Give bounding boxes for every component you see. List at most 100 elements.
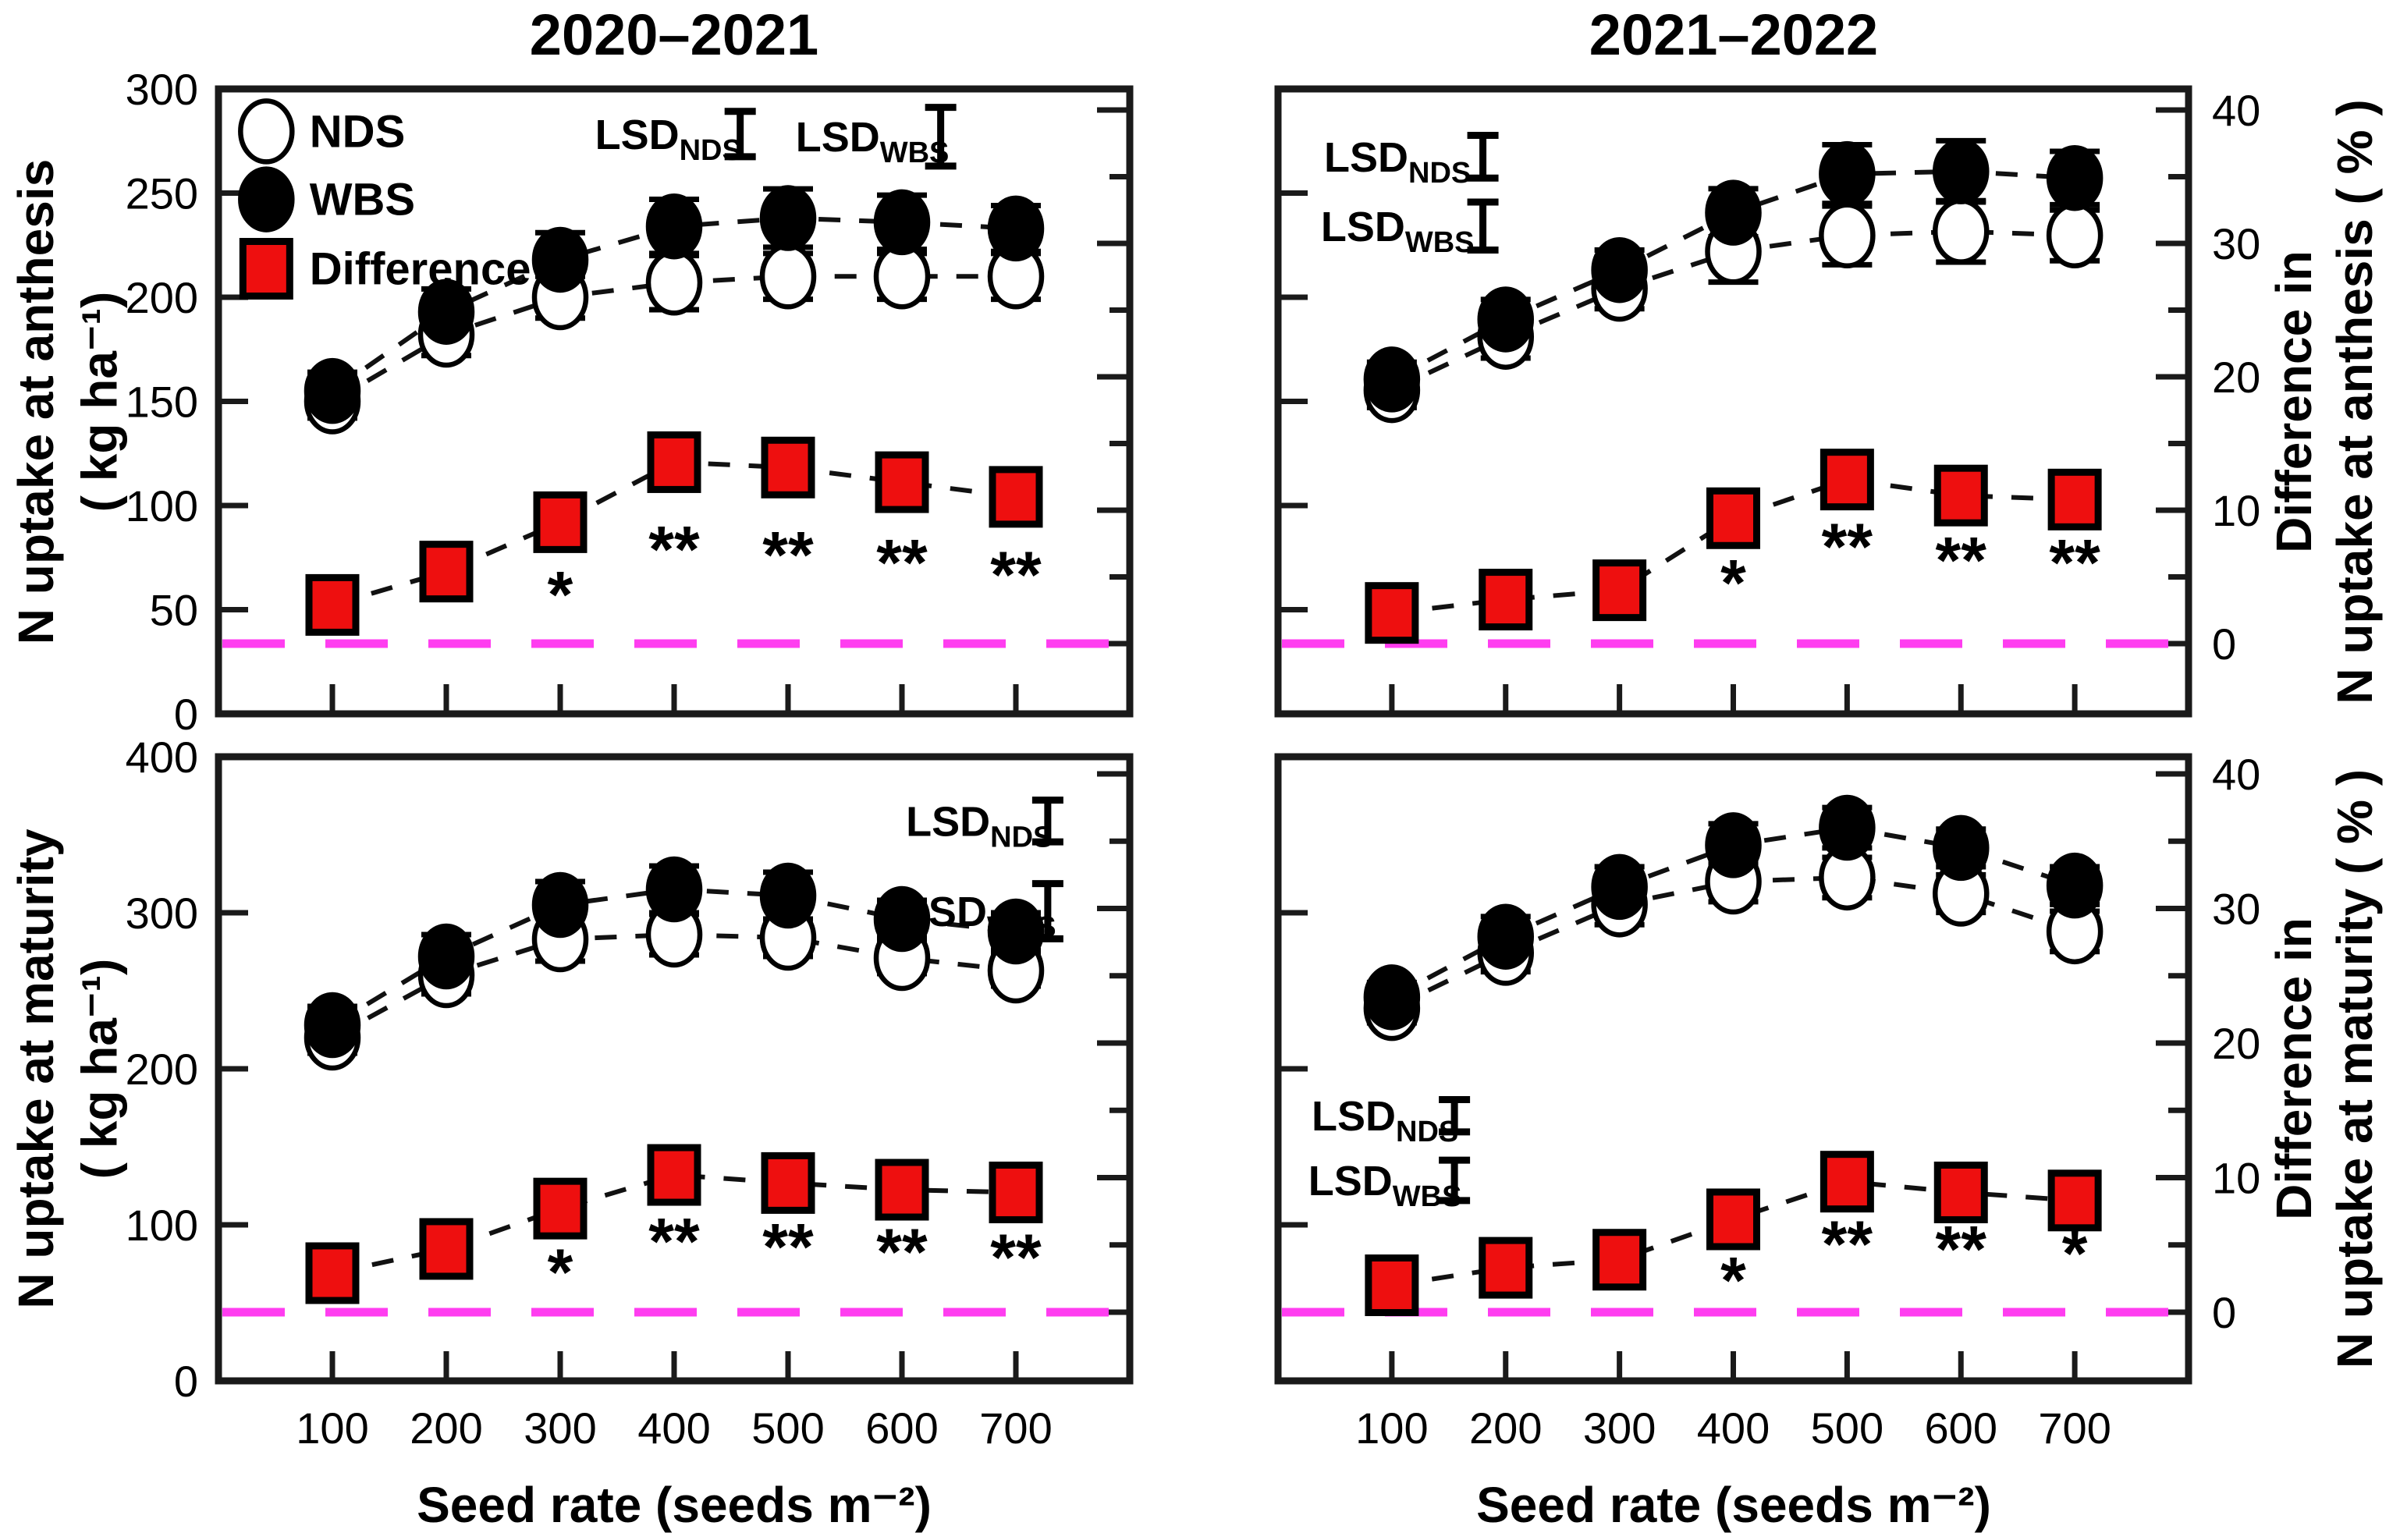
lsd-label-nds: LSDNDS: [1312, 1093, 1458, 1148]
right-axis-title-anthesis-line2: N uptake at anthesis ( % ): [2327, 99, 2383, 704]
difference-point: [305, 573, 360, 636]
x-tick-label: 600: [865, 1403, 938, 1453]
nds-point: [1819, 202, 1876, 268]
difference-point: [1365, 582, 1419, 644]
wbs-point: [1363, 964, 1421, 1031]
wbs-point: [1477, 903, 1534, 970]
x-tick-label: 100: [1355, 1403, 1428, 1453]
x-tick-label: 100: [296, 1403, 368, 1453]
wbs-point: [1705, 179, 1762, 246]
legend-label-wbs: WBS: [310, 175, 415, 225]
legend-marker-nds: [238, 98, 295, 165]
x-tick-label: 400: [637, 1403, 710, 1453]
difference-point: [1933, 1161, 1988, 1223]
significance-mark: **: [876, 1215, 928, 1289]
difference-point: [989, 1161, 1043, 1223]
x-tick-label: 400: [1697, 1403, 1770, 1453]
significance-mark: **: [1936, 1212, 1987, 1286]
x-tick-label: 200: [1469, 1403, 1542, 1453]
kg-tick-label: 150: [126, 378, 198, 427]
wbs-point: [1933, 138, 1990, 204]
significance-mark: *: [1720, 1244, 1746, 1317]
kg-tick-label: 400: [126, 733, 198, 782]
wbs-point: [645, 856, 703, 923]
nds-point: [1933, 198, 1990, 264]
wbs-point: [645, 193, 703, 260]
kg-tick-label: 100: [126, 481, 198, 530]
difference-point: [533, 491, 588, 553]
pct-tick-label: 10: [2212, 486, 2260, 535]
difference-point: [419, 541, 474, 603]
kg-tick-label: 300: [126, 889, 198, 938]
legend-marker-difference: [239, 237, 293, 300]
pct-tick-label: 40: [2212, 750, 2260, 799]
wbs-point: [1819, 794, 1876, 861]
significance-mark: **: [990, 1221, 1042, 1294]
y-axis-unit-anthesis: ( kg ha⁻¹): [71, 291, 128, 513]
x-tick-label: 300: [1583, 1403, 1656, 1453]
difference-point: [419, 1218, 474, 1280]
difference-point: [647, 431, 701, 493]
difference-point: [647, 1144, 701, 1206]
wbs-point: [1819, 140, 1876, 208]
wbs-point: [1591, 853, 1648, 921]
nds-point: [759, 243, 817, 310]
nds-point: [2046, 202, 2104, 268]
difference-point: [1592, 559, 1647, 622]
difference-point: [1592, 1229, 1647, 1291]
wbs-point: [2046, 144, 2104, 211]
kg-tick-label: 50: [150, 586, 198, 635]
significance-mark: **: [762, 518, 814, 591]
wbs-point: [873, 885, 931, 953]
wbs-point: [987, 898, 1045, 965]
lsd-label-nds: LSDNDS: [906, 798, 1053, 853]
significance-mark: *: [2062, 1216, 2088, 1290]
y-axis-unit-maturity: ( kg ha⁻¹): [71, 958, 128, 1180]
legend-label-difference: Difference: [310, 243, 531, 294]
wbs-point: [304, 357, 361, 424]
x-tick-label: 600: [1925, 1403, 1997, 1453]
difference-point: [1706, 487, 1760, 549]
wbs-point: [1933, 814, 1990, 882]
difference-point: [761, 1151, 815, 1214]
significance-mark: **: [990, 538, 1042, 612]
difference-point: [1820, 1151, 1874, 1213]
kg-tick-label: 300: [126, 65, 198, 114]
lsd-label-nds: LSDNDS: [595, 112, 742, 167]
wbs-point: [304, 992, 361, 1059]
difference-point: [1706, 1188, 1760, 1251]
difference-point: [875, 1159, 929, 1221]
kg-tick-label: 0: [174, 690, 198, 739]
y-axis-title-anthesis: N uptake at anthesis: [8, 158, 64, 645]
pct-tick-label: 30: [2212, 885, 2260, 934]
nds-point: [645, 250, 703, 316]
x-tick-label: 700: [979, 1403, 1052, 1453]
difference-point: [1479, 569, 1533, 631]
significance-mark: **: [762, 1210, 814, 1283]
pct-tick-label: 20: [2212, 1019, 2260, 1068]
wbs-point: [531, 226, 589, 293]
wbs-point: [417, 923, 475, 990]
significance-mark: *: [548, 1236, 573, 1309]
pct-tick-label: 20: [2212, 353, 2260, 402]
lsd-label-nds: LSDNDS: [1324, 134, 1471, 190]
wbs-point: [759, 185, 817, 251]
x-tick-label: 500: [1811, 1403, 1883, 1453]
significance-mark: **: [1822, 510, 1873, 584]
wbs-point: [1591, 236, 1648, 303]
legend-label-nds: NDS: [310, 106, 405, 157]
column-title-left: 2020–2021: [529, 2, 819, 67]
difference-point: [1933, 464, 1988, 527]
kg-tick-label: 100: [126, 1201, 198, 1250]
significance-mark: **: [648, 1205, 700, 1278]
difference-point: [1479, 1237, 1533, 1299]
wbs-point: [759, 862, 817, 929]
pct-tick-label: 0: [2212, 619, 2236, 669]
lsd-label-wbs: LSDWBS: [1321, 204, 1475, 259]
significance-mark: **: [2049, 526, 2100, 599]
pct-tick-label: 10: [2212, 1154, 2260, 1203]
x-tick-label: 500: [751, 1403, 824, 1453]
